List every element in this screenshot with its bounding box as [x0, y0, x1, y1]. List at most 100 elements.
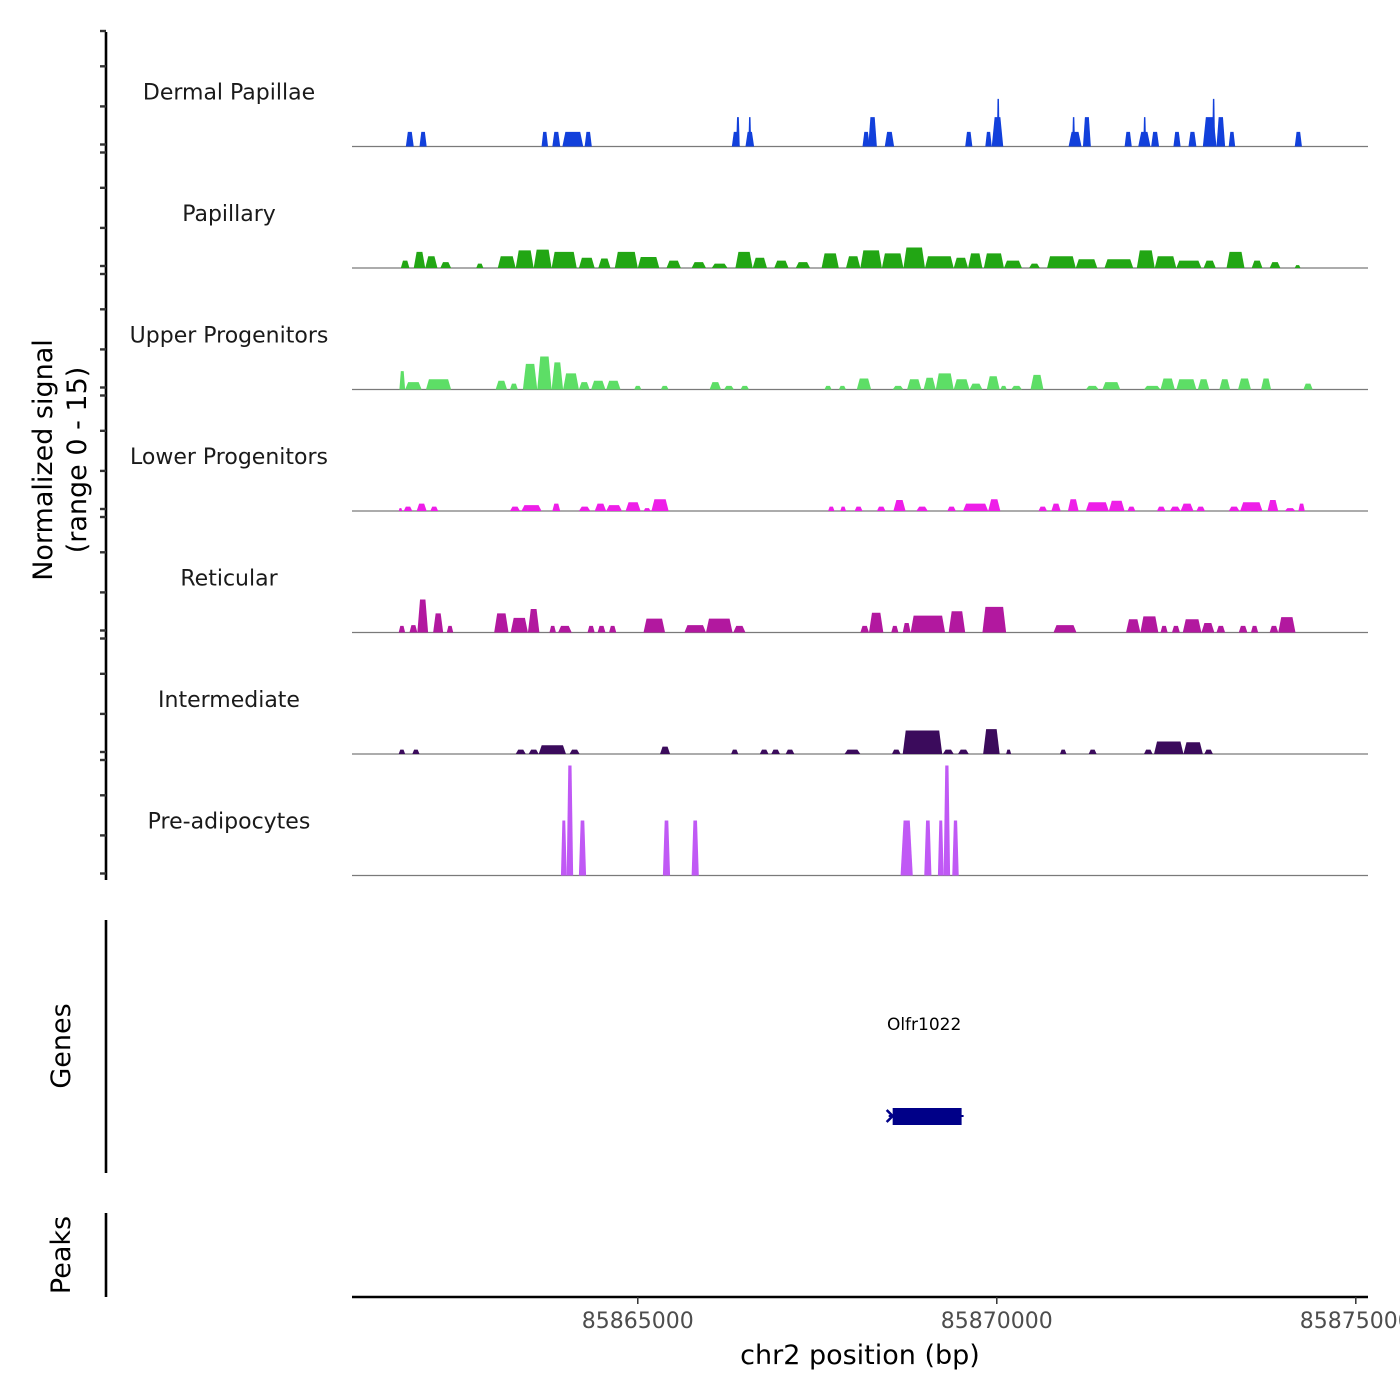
signal-peak — [594, 503, 607, 511]
signal-peak — [1212, 98, 1216, 147]
signal-peak — [515, 250, 534, 268]
signal-peak — [884, 131, 895, 147]
signal-peak — [528, 749, 539, 754]
signal-peak — [1228, 506, 1240, 511]
signal-peak — [860, 625, 869, 633]
signal-peak — [1176, 379, 1197, 390]
signal-peak — [845, 256, 861, 268]
signal-peak — [862, 131, 870, 147]
signal-peak — [412, 749, 420, 754]
signal-peak — [405, 131, 414, 147]
signal-peak — [515, 749, 526, 754]
signal-peak — [838, 385, 846, 390]
signal-peak — [558, 625, 572, 633]
signal-peak — [923, 377, 936, 390]
signal-peak — [907, 379, 922, 390]
track-label: Intermediate — [158, 688, 300, 713]
signal-peak — [398, 749, 406, 754]
signal-peak — [606, 380, 621, 390]
signal-peak — [876, 506, 886, 511]
signal-peak — [1261, 378, 1272, 390]
signal-peak — [1000, 385, 1007, 390]
signal-peak — [891, 625, 899, 633]
signal-peak — [413, 251, 426, 268]
signal-peak — [562, 131, 584, 147]
signal-peak — [958, 749, 969, 754]
track-papillary: Papillary — [182, 202, 1368, 269]
signal-peak — [537, 356, 552, 390]
signal-peak — [569, 749, 580, 754]
signal-peak — [868, 612, 884, 633]
signal-peak — [417, 599, 429, 633]
signal-peak — [662, 820, 671, 876]
signal-peak — [948, 611, 966, 633]
signal-peak — [1238, 378, 1251, 390]
signal-peak — [759, 749, 769, 754]
signal-peak — [522, 363, 538, 390]
signal-peak — [538, 745, 566, 754]
signal-peak — [552, 131, 561, 147]
signal-peak — [1303, 383, 1313, 390]
signal-peak — [660, 385, 669, 390]
signal-peak — [824, 385, 832, 390]
signal-peak — [983, 729, 1000, 754]
signal-peak — [614, 251, 638, 268]
signal-peak — [856, 378, 872, 390]
signal-peak — [433, 613, 444, 633]
gene-exon — [892, 1108, 962, 1125]
track-label: Upper Progenitors — [130, 324, 329, 349]
signal-peak — [1173, 131, 1181, 147]
coverage-y-ticks — [100, 29, 106, 875]
signal-peak — [868, 117, 877, 147]
signal-peak — [891, 749, 901, 754]
signal-peak — [666, 260, 681, 268]
signal-peak — [983, 253, 1004, 268]
signal-peak — [1204, 749, 1213, 754]
signal-peak — [953, 257, 969, 268]
signal-peak — [566, 765, 574, 876]
signal-peak — [723, 385, 734, 390]
signal-peak — [1294, 265, 1301, 268]
signal-peak — [1298, 503, 1305, 511]
signal-peak — [771, 749, 780, 754]
signal-peak — [509, 383, 518, 390]
signal-peak — [409, 625, 418, 633]
signal-peak — [1011, 385, 1022, 390]
signal-peak — [551, 362, 564, 390]
signal-peak — [1143, 117, 1147, 147]
signal-peak — [400, 260, 410, 268]
signal-peak — [634, 385, 642, 390]
signal-peak — [1151, 131, 1160, 147]
signal-peak — [1171, 625, 1180, 633]
signal-peak — [591, 380, 606, 390]
signal-peak — [578, 506, 591, 511]
signal-peak — [643, 508, 651, 511]
signal-peak — [1216, 117, 1226, 147]
signal-peak — [1154, 741, 1184, 754]
signal-peak — [733, 625, 746, 633]
x-axis-ticks: 85865000 85870000 85875000 — [582, 1297, 1400, 1334]
signal-peak — [625, 502, 641, 511]
signal-peak — [935, 373, 954, 390]
signal-peak — [691, 262, 706, 268]
signal-peak — [785, 749, 795, 754]
signal-peak — [711, 263, 728, 268]
genes-track-label: Genes — [46, 1003, 77, 1088]
signal-peak — [1038, 506, 1048, 511]
signal-peak — [1072, 117, 1076, 147]
signal-peak — [985, 131, 992, 147]
track-reticular: Reticular — [180, 567, 1368, 634]
y-axis-title-line1: Normalized signal — [28, 339, 59, 581]
signal-peak — [1030, 374, 1044, 390]
signal-peak — [691, 820, 699, 876]
track-upper-progenitors: Upper Progenitors — [130, 324, 1368, 391]
signal-peak — [1053, 625, 1077, 633]
x-tick-label: 85865000 — [582, 1309, 694, 1334]
signal-peak — [740, 385, 750, 390]
signal-peak — [578, 257, 595, 268]
signal-peak — [497, 256, 516, 268]
y-axis-title: Normalized signal (range 0 - 15) — [28, 339, 93, 581]
track-dermal-papillae: Dermal Papillae — [143, 81, 1368, 148]
signal-peak — [840, 506, 846, 511]
signal-peak — [1085, 385, 1099, 390]
